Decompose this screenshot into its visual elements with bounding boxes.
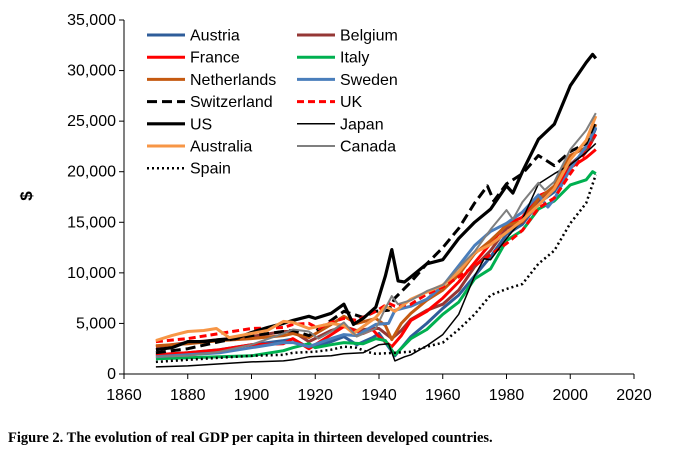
y-tick-label: 10,000	[67, 265, 116, 282]
gdp-line-chart: 0 5,000 10,000 15,000 20,000 25,000 30,000 35,0…	[17, 12, 652, 404]
legend-label-france: France	[190, 50, 240, 67]
y-tick-label: 20,000	[67, 164, 116, 181]
x-tick-label: 1980	[489, 387, 525, 404]
x-tick-label: 2020	[616, 387, 652, 404]
legend-label-spain: Spain	[190, 161, 231, 178]
series-line-japan	[155, 142, 597, 368]
x-tick-label: 1960	[425, 387, 461, 404]
legend: Austria Belgium France Italy Netherlands Swed…	[147, 28, 398, 178]
x-tick-label: 2000	[552, 387, 588, 404]
legend-label-us: US	[190, 116, 212, 133]
x-tick-label: 1880	[170, 387, 206, 404]
figure-caption: Figure 2. The evolution of real GDP per …	[8, 430, 493, 446]
legend-label-switzerland: Switzerland	[190, 94, 273, 111]
legend-label-japan: Japan	[340, 116, 384, 133]
series-layer	[155, 52, 598, 368]
legend-label-netherlands: Netherlands	[190, 72, 276, 89]
series-line-netherlands	[155, 123, 598, 348]
y-tick-label: 30,000	[67, 63, 116, 80]
legend-label-austria: Austria	[190, 28, 240, 45]
series-line-uk	[155, 133, 598, 344]
series-line-canada	[155, 112, 597, 358]
legend-label-italy: Italy	[340, 50, 369, 67]
y-axis-label: $	[17, 191, 36, 201]
axes: 0 5,000 10,000 15,000 20,000 25,000 30,000 35,0…	[67, 12, 652, 404]
x-tick-label: 1860	[106, 387, 142, 404]
y-tick-label: 15,000	[67, 214, 116, 231]
legend-label-uk: UK	[340, 94, 363, 111]
legend-label-canada: Canada	[340, 139, 396, 156]
x-tick-label: 1920	[297, 387, 333, 404]
x-tick-label: 1940	[361, 387, 397, 404]
series-line-australia	[155, 115, 598, 343]
y-tick-label: 25,000	[67, 113, 116, 130]
legend-label-australia: Australia	[190, 139, 252, 156]
legend-label-belgium: Belgium	[340, 28, 398, 45]
legend-label-sweden: Sweden	[340, 72, 398, 89]
y-tick-label: 0	[107, 366, 116, 383]
y-tick-label: 5,000	[76, 315, 116, 332]
y-tick-label: 35,000	[67, 12, 116, 29]
x-tick-label: 1900	[234, 387, 270, 404]
